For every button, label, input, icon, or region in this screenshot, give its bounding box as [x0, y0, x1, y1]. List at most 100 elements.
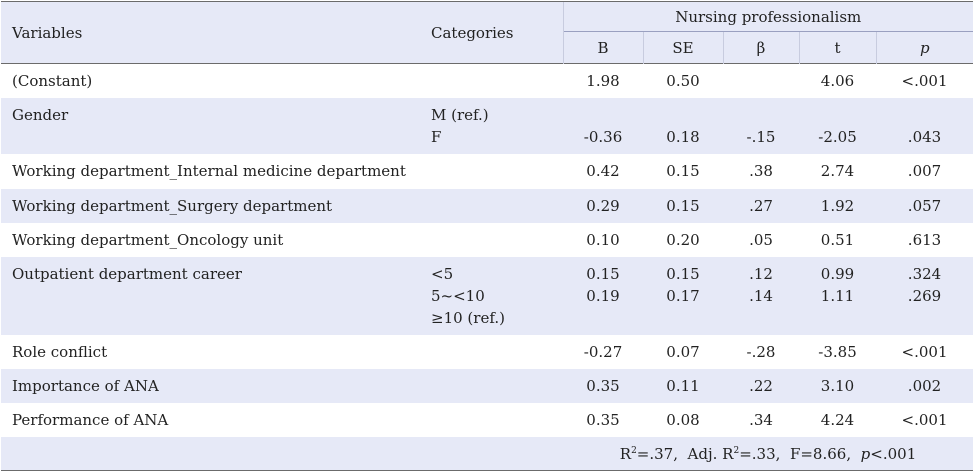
p-cell: .002	[876, 369, 973, 403]
category-label: F	[431, 127, 442, 146]
se-value: 0.50	[666, 72, 700, 90]
r2-label: R	[619, 444, 632, 463]
t-cell: 1.92	[799, 189, 876, 223]
p-value: .002	[907, 376, 942, 395]
t-cell: 4.24	[799, 403, 876, 437]
se-cell: 0.15 0.17	[643, 257, 723, 335]
header-nursing-professionalism: Nursing professionalism	[562, 1, 973, 32]
beta-cell: .05	[723, 223, 799, 257]
beta-value: -.15	[746, 127, 776, 146]
t-value: -2.05	[818, 127, 857, 146]
beta-cell: -.28	[723, 335, 799, 369]
header-col-p: p	[875, 31, 973, 64]
f-statistic: F=8.66,	[789, 444, 852, 463]
category-cell	[425, 403, 563, 437]
se-value: 0.15	[666, 161, 700, 180]
b-cell: 0.35	[563, 403, 643, 437]
table-row: (Constant) 1.98 0.50 4.06 <.001	[1, 63, 973, 98]
table-row: Role conflict -0.27 0.07 -.28 -3.85 <.00…	[1, 335, 973, 369]
category-label: M (ref.)	[431, 105, 489, 124]
beta-value: .34	[749, 410, 773, 429]
b-value: 0.19	[586, 286, 620, 305]
header-col-t: t	[798, 31, 876, 64]
category-cell	[425, 63, 563, 98]
variable-label: Gender	[12, 105, 69, 124]
t-cell: -2.05	[799, 98, 876, 154]
table-row: Outpatient department career <5 5~<10 ≥1…	[1, 256, 973, 335]
p-value: .043	[907, 127, 942, 146]
category-label: 5~<10	[431, 286, 485, 305]
b-cell: -0.36	[563, 98, 643, 154]
beta-cell: .12 .14	[723, 257, 799, 335]
b-value: -0.27	[583, 342, 623, 361]
se-value: 0.08	[666, 410, 700, 429]
variable-label: Performance of ANA	[12, 410, 169, 429]
se-value: 0.15	[666, 264, 700, 283]
se-cell: 0.15	[643, 189, 723, 223]
category-cell	[425, 335, 563, 369]
t-value: -3.85	[818, 342, 857, 361]
p-value: <.001	[901, 72, 948, 90]
b-cell: -0.27	[563, 335, 643, 369]
se-cell: 0.18	[643, 98, 723, 154]
p-cell: .007	[876, 154, 973, 189]
t-value: 2.74	[820, 161, 855, 180]
b-value: 0.35	[586, 410, 620, 429]
b-value: 0.35	[586, 376, 620, 395]
se-cell: 0.50	[643, 63, 723, 98]
beta-value: .05	[749, 230, 773, 249]
se-cell: 0.20	[643, 223, 723, 257]
variable-cell: Outpatient department career	[1, 257, 425, 335]
table-row: Performance of ANA 0.35 0.08 .34 4.24 <.…	[1, 403, 973, 437]
t-value: 0.51	[820, 230, 855, 249]
t-value: 0.99	[820, 264, 855, 283]
category-cell	[425, 369, 563, 403]
p-cell: .043	[876, 98, 973, 154]
empty-cell	[1, 436, 425, 471]
se-value: 0.18	[666, 127, 700, 146]
table-row: Gender M (ref.) F -0.36 0.18 -.15 -2.05 …	[1, 97, 973, 154]
adj-r2-value: =.33,	[739, 444, 781, 463]
b-value: 0.29	[586, 196, 620, 215]
empty-cell	[425, 436, 563, 471]
header-variables: Variables	[1, 1, 425, 64]
table-row: Working department_Surgery department 0.…	[1, 188, 973, 223]
header-col-beta: β	[722, 31, 799, 64]
model-fit-row: R2=.37, Adj. R2=.33, F=8.66, p<.001	[1, 436, 973, 471]
table-body: (Constant) 1.98 0.50 4.06 <.001 Gender M…	[1, 63, 973, 471]
se-value: 0.07	[666, 342, 700, 361]
b-value: 0.10	[586, 230, 620, 249]
variable-label: Outpatient department career	[12, 264, 242, 283]
variable-cell: Importance of ANA	[1, 369, 425, 403]
r2-value: =.37,	[636, 444, 678, 463]
variable-label: Working department_Internal medicine dep…	[12, 161, 406, 180]
model-fit-summary: R2=.37, Adj. R2=.33, F=8.66, p<.001	[563, 436, 973, 471]
b-cell: 0.29	[563, 189, 643, 223]
t-value: 4.06	[820, 72, 855, 90]
model-p-label: p	[860, 444, 871, 463]
beta-value: .22	[749, 376, 773, 395]
t-cell: 3.10	[799, 369, 876, 403]
variable-cell: Working department_Surgery department	[1, 189, 425, 223]
category-label: ≥10 (ref.)	[431, 308, 505, 327]
variable-cell: Role conflict	[1, 335, 425, 369]
p-value: .057	[907, 196, 942, 215]
p-value: <.001	[901, 410, 948, 429]
variable-cell: Working department_Oncology unit	[1, 223, 425, 257]
beta-value: .14	[749, 286, 773, 305]
variable-cell: Working department_Internal medicine dep…	[1, 154, 425, 189]
variable-label: (Constant)	[12, 72, 93, 90]
b-cell: 1.98	[563, 63, 643, 98]
variable-label: Working department_Oncology unit	[12, 230, 284, 249]
beta-value: .12	[749, 264, 773, 283]
b-value: 0.42	[586, 161, 620, 180]
beta-cell: .38	[723, 154, 799, 189]
category-cell: M (ref.) F	[425, 98, 563, 154]
category-label: <5	[431, 264, 454, 283]
t-cell: 2.74	[799, 154, 876, 189]
t-cell: 0.51	[799, 223, 876, 257]
beta-cell	[723, 63, 799, 98]
header-col-b: B	[562, 31, 643, 64]
category-cell	[425, 223, 563, 257]
